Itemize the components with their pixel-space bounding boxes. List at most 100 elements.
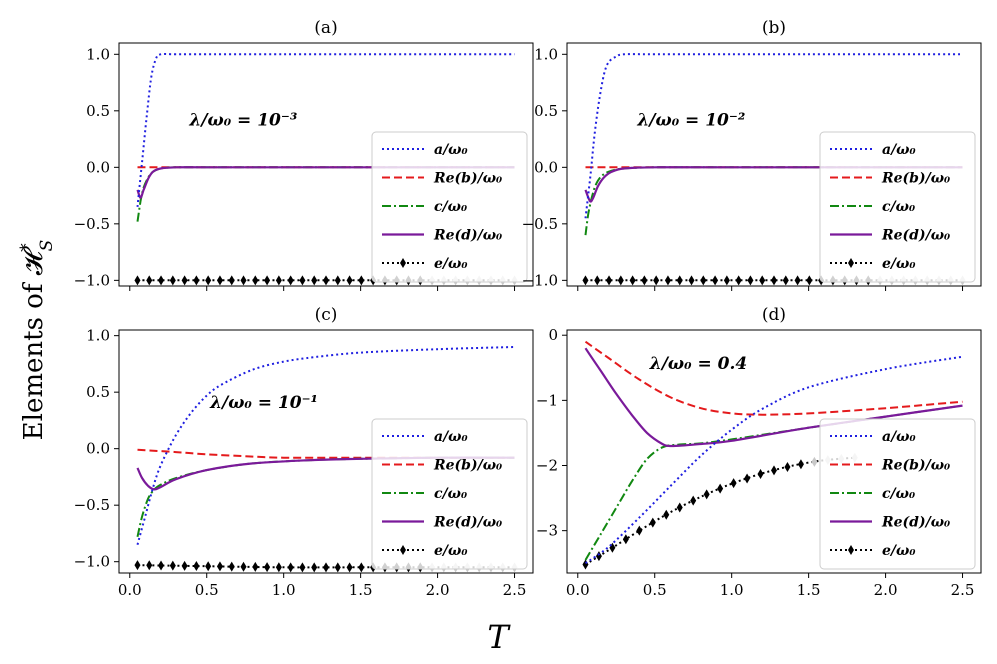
legend-diamond [848,545,854,555]
x-tick-label: 1.0 [720,581,744,599]
diamond-marker [334,562,341,573]
legend-label: a/ω₀ [882,429,916,445]
figure-ylabel: Elements of 𝓗*S [17,240,57,441]
diamond-marker [664,275,671,286]
series-line-0 [136,52,515,207]
diamond-marker [146,560,153,571]
diamond-marker [264,562,271,573]
diamond-marker [158,275,165,286]
diamond-marker [299,275,306,286]
diamond-marker [287,275,294,286]
diamond-marker [594,275,601,286]
legend-label: e/ω₀ [434,256,467,272]
x-tick-label: 0.5 [195,581,219,599]
diamond-marker [169,560,176,571]
y-tick-label: −1.0 [74,553,110,571]
legend-box [819,418,976,570]
subplot-title: (d) [762,305,786,325]
diamond-marker [712,275,719,286]
diamond-marker [252,561,259,572]
x-tick-label: 2.5 [951,581,975,599]
series-line-4 [584,456,855,566]
y-tick-label: −0.5 [74,215,110,233]
axes-frame [118,329,534,574]
y-tick-label: 1.0 [86,327,110,345]
series-line-3 [584,347,963,448]
series-line-3 [136,166,515,199]
legend-label: Re(d)/ω₀ [433,515,502,531]
diamond-marker [311,275,318,286]
diamond-marker [676,275,683,286]
diamond-marker [264,275,271,286]
diamond-marker [193,275,200,286]
diamond-marker [676,502,683,513]
diamond-marker [759,275,766,286]
diamond-marker [323,275,329,286]
legend-label: e/ω₀ [434,543,467,559]
diamond-marker [757,468,764,479]
subplot-a: (a) 1.0 0.5 0.0 −0.5 −1.0 λ/ω₀ = 10⁻³ a/ω₀ Re(b)… [74,18,534,291]
x-tick-label: 0.0 [118,581,142,599]
subplot-d: (d) 0.0 0.5 1.0 1.5 2.0 2.5 0 −1 −2 −3 λ/ω₀ = 0.4 a/… [536,305,982,599]
lambda-annotation: λ/ω₀ = 10⁻² [636,111,745,131]
series-line-1 [584,340,963,416]
y-tick-label: −2 [536,457,558,475]
diamond-marker [688,275,695,286]
diamond-marker [240,275,247,286]
diamond-marker [641,275,648,286]
axes-frame [118,42,534,287]
diamond-marker [653,275,660,286]
diamond-marker [216,275,223,286]
y-tick-label: 0 [548,326,558,344]
legend-label: c/ω₀ [882,199,915,215]
legend-label: c/ω₀ [434,199,467,215]
diamond-marker [334,275,341,286]
diamond-marker [181,560,188,571]
x-tick-label: 2.5 [503,581,527,599]
diamond-marker [700,275,707,286]
diamond-marker [784,461,791,472]
diamond-marker [582,559,589,570]
legend-box [371,418,528,570]
y-tick-label: −1.0 [74,271,110,289]
legend: a/ω₀ Re(b)/ω₀ c/ω₀ Re(d)/ω₀ e/ω₀ [819,131,976,283]
subplot-b: (b) 1.0 0.5 0.0 −0.5 −1.0 λ/ω₀ = 10⁻² a/ω₀ Re(b)… [522,18,982,291]
diamond-marker [606,275,613,286]
legend: a/ω₀ Re(b)/ω₀ c/ω₀ Re(d)/ω₀ e/ω₀ [819,418,976,570]
legend-label: Re(d)/ω₀ [433,228,502,244]
diamond-marker [228,275,235,286]
diamond-marker [771,465,777,476]
subplot-title: (c) [315,305,338,325]
x-tick-label: 1.0 [272,581,296,599]
diamond-marker [358,275,365,286]
x-tick-label: 2.0 [874,581,898,599]
diamond-marker [622,534,629,545]
y-tick-label: −1.0 [522,271,558,289]
diamond-marker [205,275,212,286]
series-line-0 [136,346,515,545]
series-line-0 [584,53,963,219]
legend-label: Re(b)/ω₀ [881,458,950,474]
y-tick-label: 0.0 [534,158,558,176]
legend-diamond [400,258,406,268]
legend-label: Re(b)/ω₀ [881,171,950,187]
y-tick-label: −1 [536,391,558,409]
series-line-1 [137,448,515,459]
diamond-marker [782,275,789,286]
legend: a/ω₀ Re(b)/ω₀ c/ω₀ Re(d)/ω₀ e/ω₀ [371,418,528,570]
diamond-marker [134,275,141,286]
x-tick-label: 0.5 [643,581,667,599]
diamond-marker [649,517,656,528]
diamond-marker [252,275,259,286]
diamond-marker [181,275,188,286]
diamond-marker [806,275,813,286]
legend-label: c/ω₀ [882,486,915,502]
x-tick-label: 0.0 [566,581,590,599]
series-line-3 [584,166,963,203]
lambda-annotation: λ/ω₀ = 10⁻¹ [209,393,318,413]
diamond-marker [595,551,602,562]
diamond-marker [663,509,670,520]
diamond-marker [323,562,329,573]
legend-label: Re(b)/ω₀ [433,171,502,187]
